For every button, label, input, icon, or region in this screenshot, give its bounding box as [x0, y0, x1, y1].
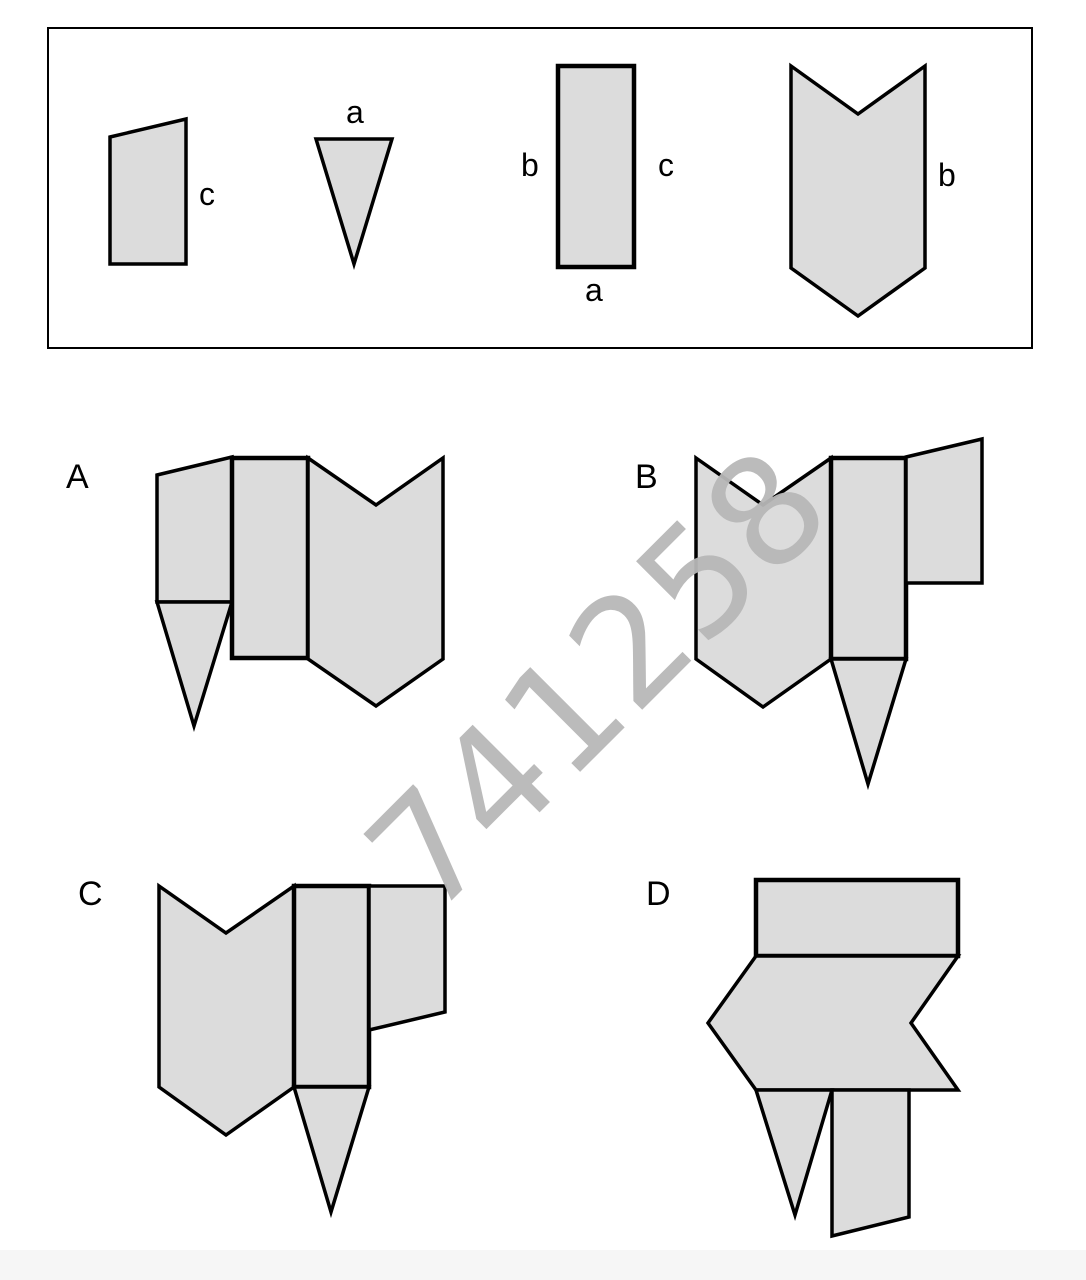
option-a-label: A [66, 458, 89, 496]
option-d-trapezoid [830, 1088, 911, 1239]
option-b-rectangle [828, 455, 909, 662]
ref-trapezoid [108, 116, 188, 266]
option-a-trapezoid [155, 454, 234, 604]
option-a-rectangle [229, 455, 311, 661]
bottom-strip [0, 1250, 1086, 1280]
ref-rectangle [555, 63, 637, 270]
option-b-trapezoid [904, 436, 984, 585]
ref-rectangle-label-c: c [658, 147, 674, 183]
option-a-chevron [306, 454, 445, 709]
option-b[interactable]: B [635, 436, 984, 791]
ref-chevron [789, 62, 927, 319]
option-a[interactable]: A [66, 454, 445, 733]
option-d-rectangle [753, 877, 961, 959]
option-c-triangle [291, 1085, 372, 1219]
option-b-triangle [828, 657, 909, 791]
option-c-label: C [78, 875, 103, 913]
option-c-rectangle [291, 883, 372, 1090]
option-c[interactable]: C [78, 875, 447, 1219]
option-b-label: B [635, 458, 658, 496]
ref-triangle-label-a: a [346, 94, 364, 130]
option-d-chevron [705, 954, 962, 1092]
option-d[interactable]: D [646, 875, 962, 1239]
option-c-chevron [157, 882, 296, 1138]
option-d-triangle [753, 1088, 835, 1222]
option-c-trapezoid [367, 884, 447, 1033]
ref-chevron-label-b: b [938, 157, 956, 193]
reference-panel: c a b c a b [47, 27, 1033, 349]
ref-triangle [313, 137, 395, 271]
option-a-triangle [154, 600, 235, 733]
option-d-label: D [646, 875, 671, 913]
ref-rectangle-label-a: a [585, 272, 603, 308]
ref-trapezoid-label-c: c [199, 176, 215, 212]
ref-rectangle-label-b: b [521, 147, 539, 183]
